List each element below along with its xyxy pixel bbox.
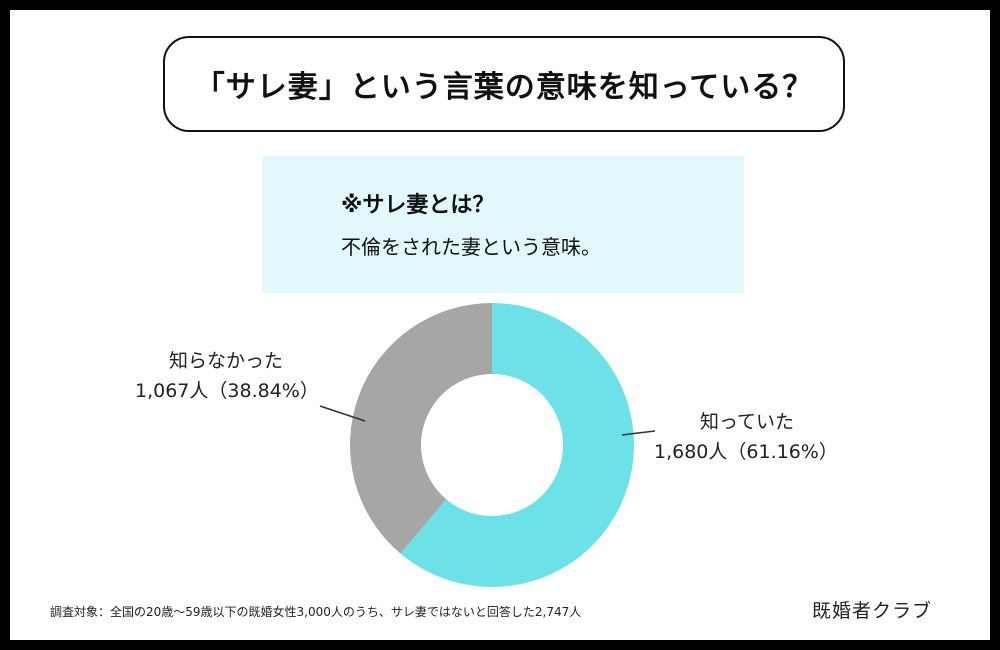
slice-value-known: 1,680人（61.16%）	[654, 441, 838, 463]
slice-percent-unknown: （38.84%）	[208, 380, 318, 402]
slice-value-unknown: 1,067人（38.84%）	[135, 380, 319, 402]
leader-line-unknown	[319, 405, 366, 422]
definition-body: 不倫をされた妻という意味。	[341, 235, 601, 259]
slice-count-known: 1,680人	[654, 441, 727, 463]
slice-percent-known: （61.16%）	[727, 441, 837, 463]
slice-label-unknown: 知らなかった	[169, 350, 283, 372]
page-title: 「サレ妻」という言葉の意味を知っている？	[163, 36, 845, 132]
definition-box	[262, 156, 744, 293]
slice-label-known: 知っていた	[700, 411, 794, 433]
slice-unknown	[350, 303, 492, 554]
leader-line-known	[621, 430, 656, 436]
slice-known	[400, 303, 634, 587]
definition-heading: ※サレ妻とは？	[341, 193, 495, 218]
brand-name: 既婚者クラブ	[812, 600, 933, 622]
slice-count-unknown: 1,067人	[135, 380, 208, 402]
survey-footnote: 調査対象：全国の20歳〜59歳以下の既婚女性3,000人のうち、サレ妻ではないと…	[50, 605, 582, 619]
